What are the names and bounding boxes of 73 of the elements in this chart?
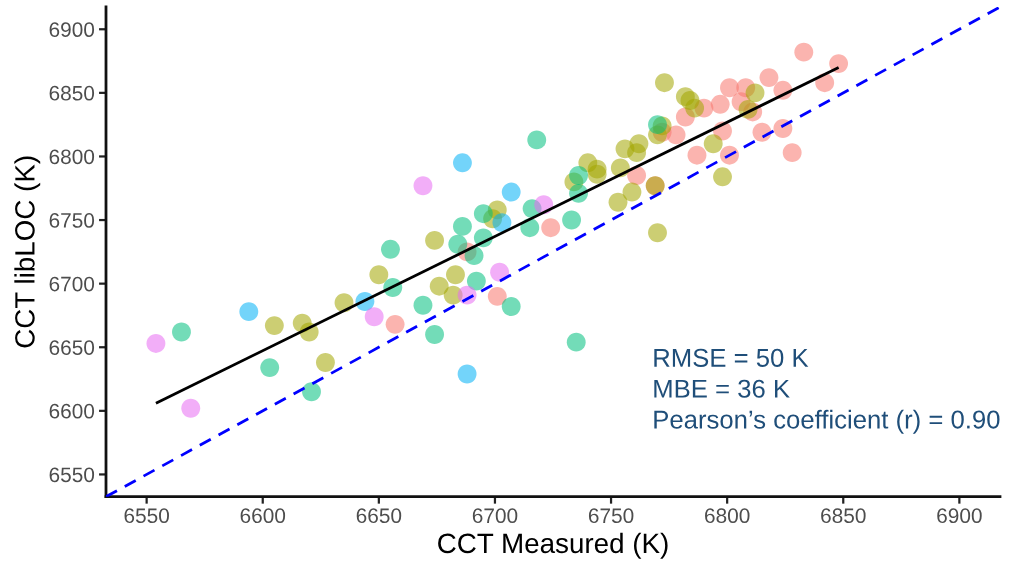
point <box>448 234 468 254</box>
y-tick-label: 6550 <box>49 467 95 483</box>
y-tick-label: 6850 <box>49 85 95 101</box>
point <box>608 192 628 212</box>
point <box>687 145 707 165</box>
point <box>172 322 191 342</box>
point <box>569 166 588 185</box>
point <box>648 223 667 243</box>
point <box>713 167 732 187</box>
x-tick-label: 6700 <box>472 508 518 524</box>
point <box>364 307 384 327</box>
y-axis-title: CCT libLOC (K) <box>14 156 41 348</box>
point <box>425 230 445 250</box>
point <box>381 239 400 259</box>
point <box>566 332 586 352</box>
point <box>655 73 674 93</box>
y-tick-label: 6650 <box>49 340 95 355</box>
x-tick-label: 6600 <box>240 508 286 524</box>
point <box>452 153 472 173</box>
point <box>501 297 521 316</box>
x-axis-title: CCT Measured (K) <box>438 532 668 559</box>
point <box>413 295 433 315</box>
annotation: MBE = 36 K <box>654 379 790 398</box>
point <box>146 333 166 353</box>
point <box>745 83 765 103</box>
point <box>794 42 814 62</box>
point <box>369 265 389 285</box>
point <box>562 210 582 230</box>
annotation: Pearson’s coefficient (r) = 0.90 <box>654 409 1000 434</box>
point <box>782 143 802 163</box>
point <box>622 182 642 202</box>
point <box>490 262 510 282</box>
point <box>264 316 284 336</box>
point <box>527 130 547 150</box>
point <box>457 364 477 384</box>
y-tick-label: 6700 <box>49 276 95 292</box>
point <box>413 176 433 196</box>
point <box>181 398 201 418</box>
point <box>587 164 607 184</box>
point <box>492 213 512 233</box>
point <box>666 125 686 145</box>
point <box>759 68 779 88</box>
point <box>315 353 335 372</box>
point <box>425 325 445 344</box>
x-tick-label: 6750 <box>588 508 634 524</box>
point <box>487 286 507 306</box>
point <box>710 94 730 114</box>
x-tick-label: 6800 <box>705 508 750 524</box>
point <box>501 182 521 202</box>
y-tick-label: 6900 <box>49 22 95 38</box>
point <box>466 271 486 291</box>
point <box>627 143 647 163</box>
x-tick-label: 6850 <box>821 508 866 524</box>
point <box>385 314 405 334</box>
x-tick-label: 6650 <box>356 508 402 524</box>
point <box>473 204 493 224</box>
y-tick-label: 6600 <box>49 403 95 419</box>
point <box>720 78 739 98</box>
point <box>685 98 705 118</box>
y-tick-label: 6800 <box>49 149 95 165</box>
point <box>541 218 561 238</box>
point <box>239 302 259 322</box>
point <box>429 276 449 296</box>
point <box>452 216 472 236</box>
point <box>302 382 321 402</box>
x-tick-label: 6550 <box>124 508 169 524</box>
point <box>648 115 667 135</box>
y-tick-label: 6750 <box>49 213 95 228</box>
point <box>446 265 465 285</box>
point <box>703 134 723 154</box>
point <box>260 358 280 378</box>
x-tick-label: 6900 <box>937 508 982 524</box>
annotation: RMSE = 50 K <box>654 348 809 367</box>
